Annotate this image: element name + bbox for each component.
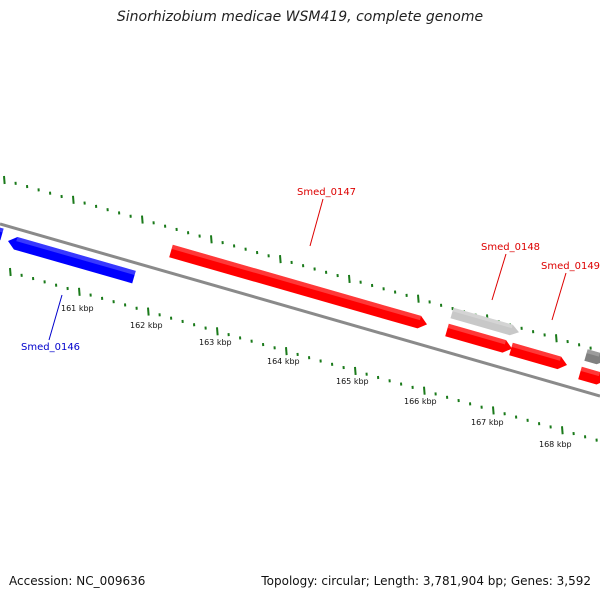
inner-tick-mark xyxy=(492,406,495,415)
gene-track xyxy=(0,227,600,385)
tick-label: 161 kbp xyxy=(61,304,94,313)
genome-summary: Topology: circular; Length: 3,781,904 bp… xyxy=(261,574,591,588)
genome-title: Sinorhizobium medicae WSM419, complete g… xyxy=(116,9,484,25)
inner-tick-mark xyxy=(285,347,288,356)
outer-tick-track xyxy=(3,175,592,350)
inner-tick-mark xyxy=(423,386,426,395)
gene-label-leader xyxy=(551,272,567,321)
accession-label: Accession: NC_009636 xyxy=(9,574,146,588)
tick-label: 167 kbp xyxy=(471,418,504,427)
inner-tick-mark xyxy=(354,366,357,375)
outer-tick-mark xyxy=(555,334,558,343)
gene-arrow[interactable] xyxy=(450,307,519,336)
gene-arrow[interactable] xyxy=(509,342,567,370)
tick-label: 164 kbp xyxy=(267,357,300,366)
inner-tick-mark xyxy=(147,307,150,316)
genome-backbone xyxy=(0,222,600,398)
tick-label: 168 kbp xyxy=(539,440,572,449)
tick-label: 163 kbp xyxy=(199,338,232,347)
gene-arrow[interactable] xyxy=(0,227,4,241)
inner-tick-mark xyxy=(9,267,12,277)
gene-label[interactable]: Smed_0149 xyxy=(541,261,600,272)
inner-tick-mark xyxy=(78,287,81,296)
gene-arrow[interactable] xyxy=(578,366,600,385)
gene-arrow[interactable] xyxy=(584,349,600,365)
gene-arrow[interactable] xyxy=(169,244,428,329)
gene-label-leader xyxy=(309,198,324,247)
outer-tick-mark xyxy=(348,274,351,283)
gene-arrow[interactable] xyxy=(8,236,136,284)
gene-label[interactable]: Smed_0148 xyxy=(481,242,540,253)
outer-tick-mark xyxy=(417,294,420,303)
outer-tick-mark xyxy=(210,235,213,244)
inner-tick-mark xyxy=(216,327,219,336)
gene-label-leader xyxy=(491,253,507,301)
outer-tick-mark xyxy=(72,195,75,204)
gene-label[interactable]: Smed_0147 xyxy=(297,187,356,198)
gene-arrow[interactable] xyxy=(445,323,512,353)
tick-labels: 161 kbp 162 kbp 163 kbp 164 kbp 165 kbp 166 k… xyxy=(61,304,572,449)
outer-tick-mark xyxy=(3,175,6,185)
outer-tick-mark xyxy=(279,255,282,264)
tick-label: 166 kbp xyxy=(404,397,437,406)
tick-label: 165 kbp xyxy=(336,377,369,386)
outer-tick-mark xyxy=(141,215,144,224)
tick-label: 162 kbp xyxy=(130,321,163,330)
inner-tick-mark xyxy=(561,426,564,435)
gene-label[interactable]: Smed_0146 xyxy=(21,342,80,353)
inner-tick-track xyxy=(9,267,598,442)
gene-label-leader xyxy=(48,294,63,341)
